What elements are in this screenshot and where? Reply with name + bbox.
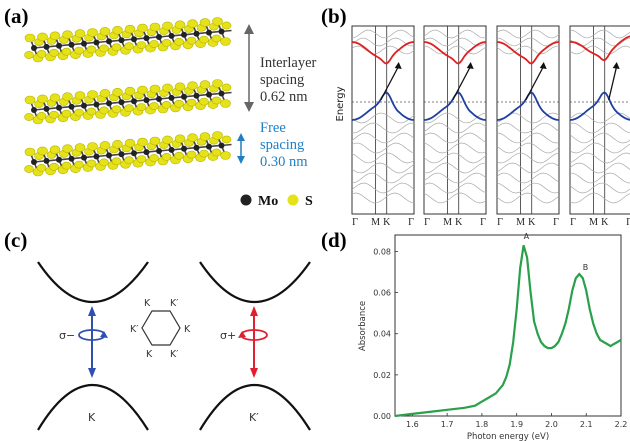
panel-label-d: (d) [321, 228, 347, 252]
free-spacing-value: 0.30 nm [260, 154, 308, 170]
valley-kp-label: K′ [249, 411, 259, 424]
kpoint-label: M [443, 217, 452, 228]
free-spacing-arrow [237, 133, 245, 164]
y-tick-label: 0.04 [373, 330, 391, 339]
brillouin-zone-hexagon [141, 310, 181, 346]
y-tick-label: 0.02 [373, 371, 391, 380]
y-axis-label: Absorbance [358, 301, 368, 351]
x-tick-label: 1.9 [510, 420, 523, 429]
legend-mo: Mo [258, 194, 278, 209]
interlayer-value: 0.62 nm [260, 89, 308, 105]
kp-conduction-band [199, 261, 311, 303]
plot-frame [394, 234, 622, 417]
y-tick-label: 0.06 [373, 289, 391, 298]
peak-label-b: B [583, 263, 589, 272]
sigma-minus-transition [78, 306, 108, 378]
kpoint-label: Γ [480, 217, 486, 228]
axis-ticks: 1.6 1.7 1.8 1.9 2.0 2.1 2.2 0.00 0.02 0.04 0.06 0.0… [373, 247, 627, 429]
y-tick-label: 0.00 [373, 412, 391, 421]
hex-label-top-left: K [144, 298, 151, 309]
kpoint-label: M [589, 217, 598, 228]
kpoint-label: K [601, 217, 609, 228]
panel-label-c: (c) [4, 228, 28, 252]
peak-label-a: A [524, 232, 530, 241]
hex-label-left: K′ [130, 324, 138, 335]
energy-axis-label: Energy [335, 86, 346, 121]
kpoint-label: Γ [352, 217, 358, 228]
absorbance-series-line [394, 244, 622, 418]
kpoint-label: Γ [408, 217, 414, 228]
mo-atom-legend-icon [240, 194, 252, 206]
s-atom-legend-icon [287, 194, 299, 206]
valley-k-label: K [88, 411, 96, 424]
panel-label-b: (b) [321, 4, 347, 28]
x-tick-label: 1.8 [476, 420, 489, 429]
mos2-layer-2 [24, 79, 232, 125]
x-tick-label: 1.7 [441, 420, 454, 429]
kpoint-label: K [528, 217, 536, 228]
kpoint-label: K [455, 217, 463, 228]
panel-label-a: (a) [4, 4, 29, 28]
hex-label-bottom-left: K [146, 349, 153, 360]
k-valence-band [37, 383, 149, 431]
sigma-plus-transition [238, 306, 268, 378]
free-spacing-label-1: Free [260, 120, 286, 136]
mos2-layers-illustration [24, 17, 232, 177]
sigma-plus-label: σ+ [220, 329, 236, 342]
interlayer-arrow [244, 24, 254, 112]
free-spacing-label-2: spacing [260, 137, 304, 153]
y-tick-label: 0.08 [373, 247, 391, 256]
kp-valence-band [199, 383, 311, 431]
mos2-layer-3 [24, 131, 232, 177]
x-tick-label: 2.1 [580, 420, 593, 429]
interlayer-label-2: spacing [260, 72, 304, 88]
kpoint-label: M [516, 217, 525, 228]
kpoint-label: M [371, 217, 380, 228]
peak-labels: AB [524, 232, 589, 272]
legend-s: S [305, 194, 313, 209]
kpoint-label: Γ [497, 217, 503, 228]
x-tick-label: 2.0 [545, 420, 558, 429]
x-tick-label: 1.6 [406, 420, 419, 429]
kpoint-label: Γ [553, 217, 559, 228]
kpoint-label: Γ [626, 217, 630, 228]
mos2-layer-1 [24, 17, 232, 63]
hex-label-top-right: K′ [170, 298, 178, 309]
kpoint-label: Γ [570, 217, 576, 228]
kpoint-label: K [383, 217, 391, 228]
sigma-minus-label: σ− [59, 329, 75, 342]
kpoint-label: Γ [424, 217, 430, 228]
x-tick-label: 2.2 [615, 420, 628, 429]
hex-label-bottom-right: K′ [170, 349, 178, 360]
x-axis-label: Photon energy (eV) [467, 432, 549, 441]
k-conduction-band [37, 261, 149, 303]
hex-label-right: K [184, 324, 191, 335]
interlayer-label-1: Interlayer [260, 55, 317, 71]
